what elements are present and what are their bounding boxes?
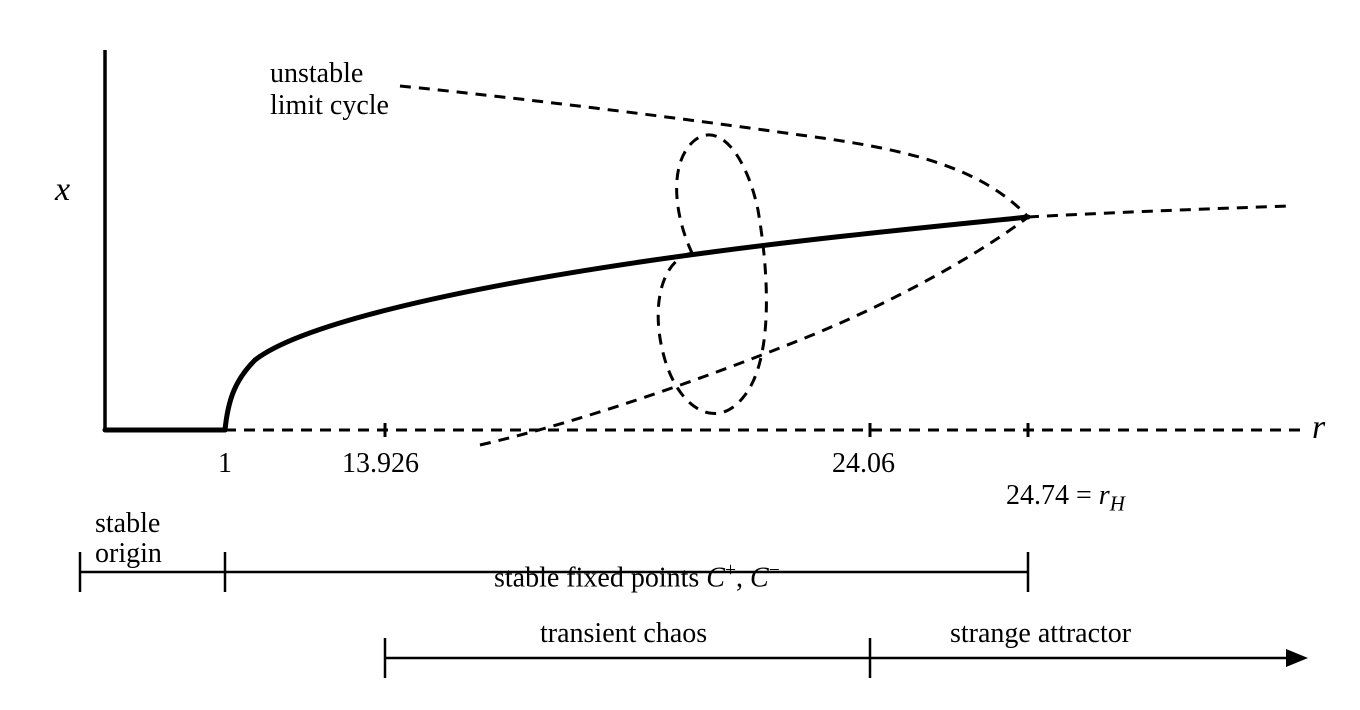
- region-fixed-points-Cplus: C: [706, 563, 725, 594]
- region-fixed-points: stable fixed points C+, C−: [480, 528, 780, 595]
- unstable-label-line1: unstable: [270, 58, 363, 90]
- tick-label-24-74: 24.74 = rH: [992, 448, 1125, 516]
- post-rh-dashed: [1028, 206, 1290, 217]
- tick-24-74-r: r: [1099, 480, 1110, 511]
- stable-branch-curve: [225, 217, 1028, 430]
- region-stable-origin-1: stable: [95, 508, 160, 540]
- tick-label-24-06: 24.06: [832, 448, 895, 480]
- region-fixed-points-pre: stable fixed points: [494, 563, 706, 594]
- unstable-label-line2: limit cycle: [270, 90, 389, 122]
- tick-label-1: 1: [218, 448, 232, 480]
- bifurcation-diagram: x r unstable limit cycle 1 13.926 24.06 …: [0, 0, 1360, 710]
- region-transient-chaos: transient chaos: [540, 618, 707, 650]
- region-fixed-points-plus: +: [725, 560, 736, 581]
- region2-arrowhead: [1286, 649, 1308, 667]
- region-stable-origin-2: origin: [95, 538, 162, 570]
- region-fixed-points-Cminus: C: [750, 563, 769, 594]
- tick-24-74-eq: =: [1069, 480, 1099, 511]
- tick-label-13-926: 13.926: [342, 448, 419, 480]
- unstable-upper-dashed: [400, 86, 1028, 217]
- region-fixed-points-minus: −: [769, 560, 780, 581]
- y-axis-label: x: [55, 170, 70, 209]
- limit-cycle-loop: [658, 135, 766, 414]
- tick-24-74-H: H: [1110, 492, 1125, 516]
- region-fixed-points-comma: ,: [736, 563, 750, 594]
- unstable-lower-dashed: [480, 217, 1028, 445]
- diagram-svg: [0, 0, 1360, 710]
- x-axis-label: r: [1312, 408, 1325, 447]
- region-strange-attractor: strange attractor: [950, 618, 1131, 650]
- tick-24-74-value: 24.74: [1006, 480, 1069, 511]
